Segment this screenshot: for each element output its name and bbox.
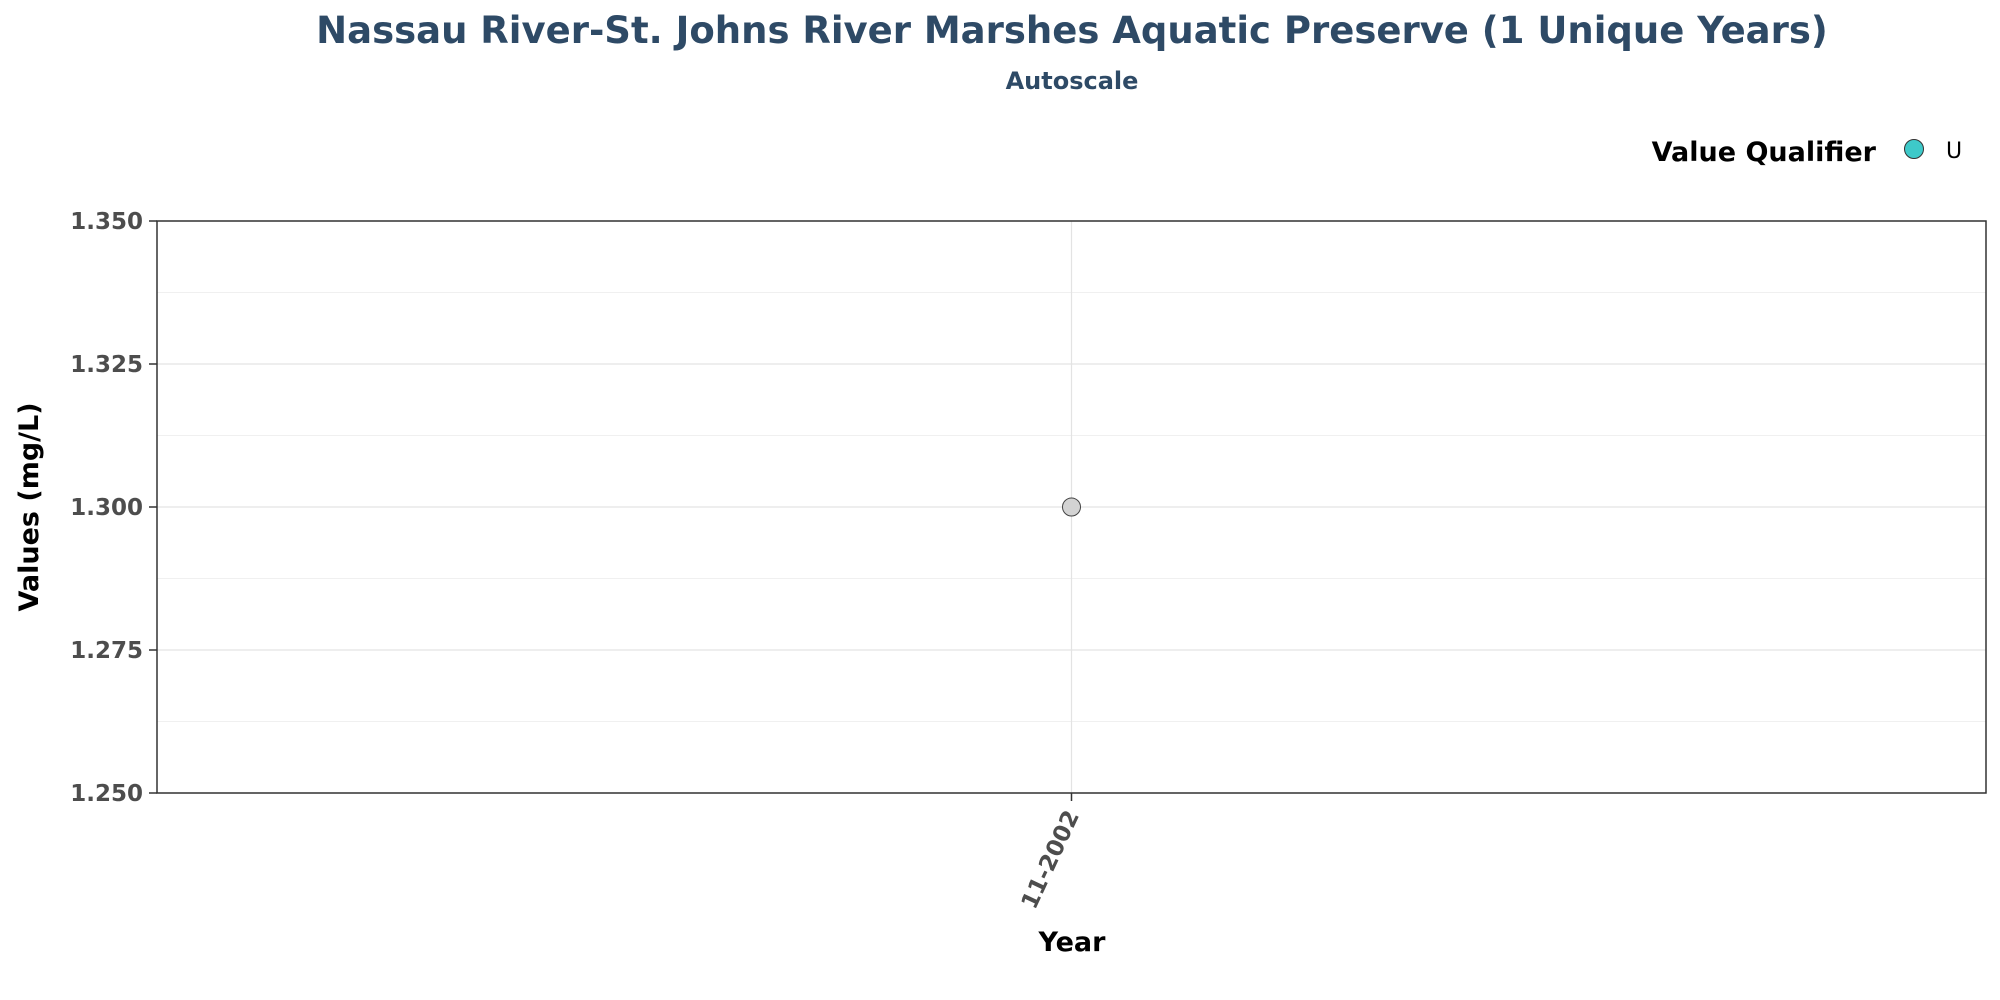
x-tick-label: 11-2002 — [1017, 807, 1085, 914]
y-axis: 1.250 1.275 1.300 1.325 1.350 — [70, 209, 157, 807]
x-axis: 11-2002 — [1017, 793, 1085, 913]
chart-subtitle: Autoscale — [1006, 67, 1139, 95]
data-point — [1062, 497, 1081, 517]
y-tick-label: 1.325 — [70, 352, 143, 378]
legend-title: Value Qualifier — [1652, 137, 1877, 168]
y-axis-title: Values (mg/L) — [14, 402, 45, 611]
y-tick-label: 1.300 — [70, 495, 143, 521]
legend-label: U — [1946, 139, 1962, 164]
y-tick-label: 1.250 — [70, 781, 143, 807]
legend: Value Qualifier U — [1652, 137, 1962, 168]
y-tick-label: 1.275 — [70, 638, 143, 664]
legend-marker — [1904, 139, 1924, 159]
y-tick-label: 1.350 — [70, 209, 143, 235]
data-points — [1062, 497, 1081, 517]
chart-title: Nassau River-St. Johns River Marshes Aqu… — [316, 9, 1828, 52]
x-axis-title: Year — [1038, 927, 1107, 958]
